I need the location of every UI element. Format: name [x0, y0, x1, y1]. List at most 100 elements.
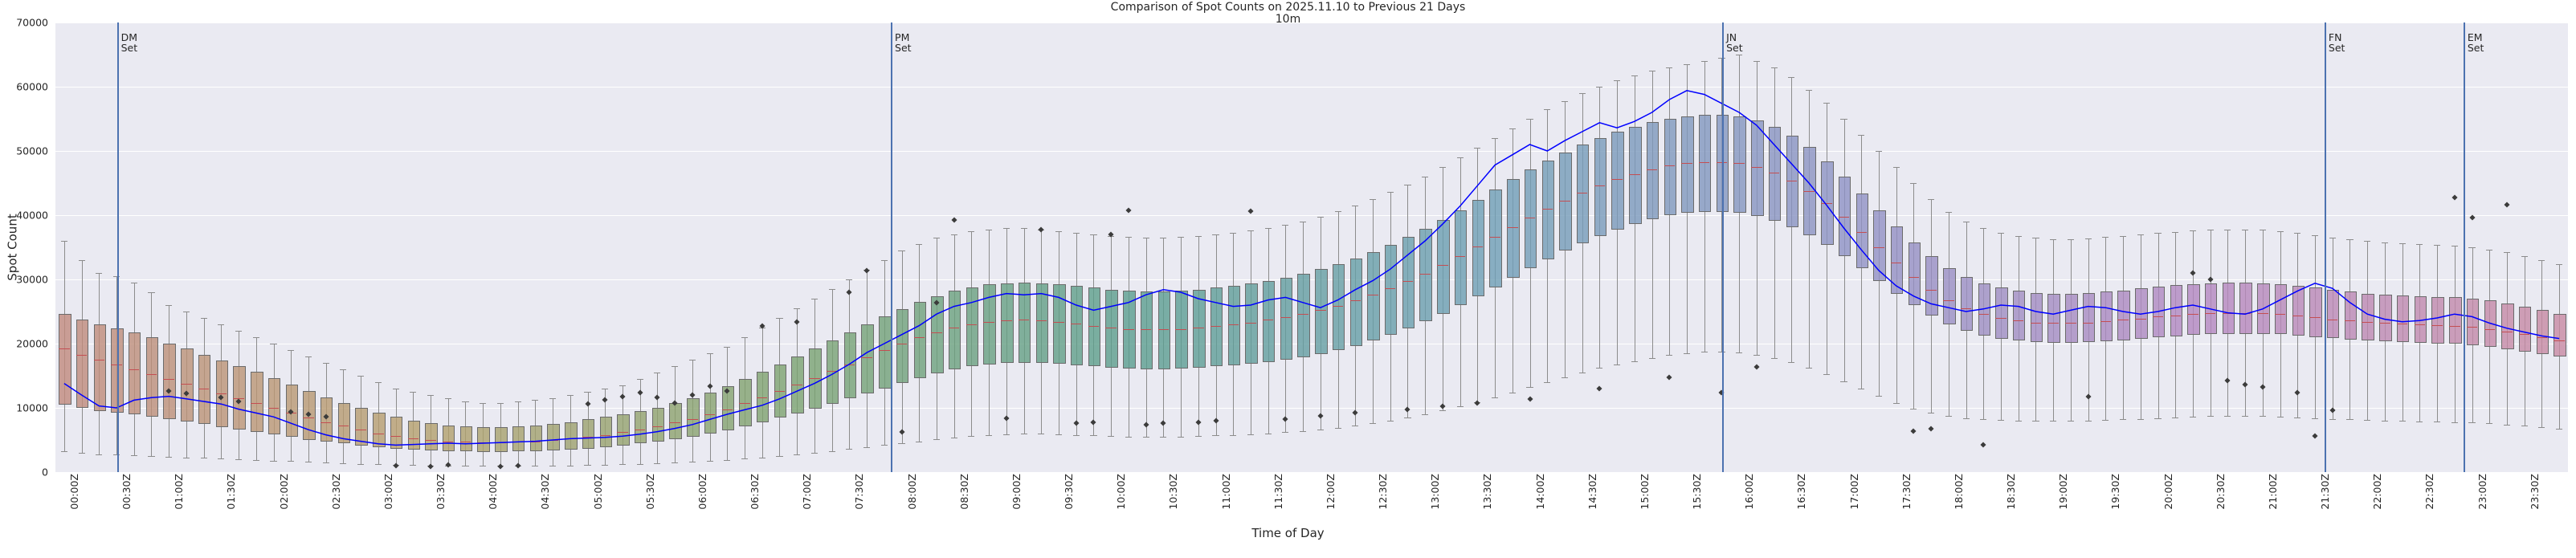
box: [2222, 283, 2235, 334]
whisker-cap: [2398, 243, 2406, 245]
median-line: [1315, 310, 1326, 312]
box: [512, 426, 525, 452]
whisker-cap: [2015, 235, 2022, 237]
median-line: [1227, 324, 1239, 325]
x-tick-label: 09:00Z: [1010, 474, 1023, 510]
whisker-cap: [2137, 234, 2144, 235]
x-tick-label: 18:30Z: [2005, 474, 2018, 510]
plot-area: DM Set PM Set JN Set FN Set EM Set: [55, 22, 2568, 472]
whisker-cap: [1666, 67, 1673, 68]
whisker-cap: [636, 463, 643, 465]
outlier-marker: [2085, 393, 2092, 400]
whisker-cap: [2381, 421, 2388, 422]
box: [495, 427, 508, 452]
median-line: [1297, 314, 1308, 316]
whisker-cap: [60, 241, 67, 242]
outlier-marker: [602, 397, 608, 403]
whisker-cap: [2050, 421, 2057, 422]
outlier-marker: [1073, 420, 1080, 426]
box: [687, 398, 700, 437]
median-line: [983, 321, 994, 323]
whisker-cap: [218, 324, 225, 325]
whisker-cap: [618, 385, 626, 386]
whisker-cap: [1072, 233, 1080, 234]
median-line: [1751, 167, 1762, 168]
event-label-line2: Set: [2467, 42, 2484, 54]
outlier-marker: [2329, 407, 2336, 413]
box: [861, 324, 874, 393]
median-line: [1838, 217, 1850, 218]
box: [2344, 291, 2358, 340]
median-line: [582, 437, 594, 438]
whisker-cap: [1700, 61, 1708, 62]
x-tick-label: 06:30Z: [749, 474, 761, 510]
outlier-marker: [1143, 422, 1149, 428]
box: [2327, 289, 2340, 339]
outlier-marker: [2242, 381, 2248, 388]
whisker-cap: [2102, 420, 2109, 422]
outlier-marker: [2312, 433, 2318, 439]
event-line-pm: [891, 22, 893, 472]
box: [2501, 303, 2514, 349]
x-tick-label: 12:30Z: [1377, 474, 1390, 510]
outlier-marker: [951, 217, 957, 223]
box: [1349, 258, 1363, 346]
event-label-line2: Set: [2328, 42, 2345, 54]
page-title: Comparison of Spot Counts on 2025.11.10 …: [1110, 1, 1466, 14]
whisker-cap: [1788, 362, 1795, 364]
outlier-marker: [1282, 416, 1288, 422]
median-line: [2047, 323, 2059, 324]
median-line: [1402, 281, 1414, 283]
whisker-cap: [2311, 234, 2319, 236]
median-line: [809, 378, 820, 380]
box: [1576, 145, 1590, 243]
median-line: [1088, 325, 1100, 327]
outlier-marker: [1195, 419, 1202, 426]
box: [1385, 244, 1398, 336]
whisker-cap: [741, 337, 749, 338]
whisker-cap: [636, 379, 643, 380]
whisker-cap: [1404, 417, 1411, 418]
box: [617, 414, 630, 446]
whisker-cap: [1125, 437, 1132, 438]
whisker-cap: [566, 395, 574, 396]
x-tick-label: 13:30Z: [1481, 474, 1494, 510]
box: [1751, 120, 1764, 217]
median-line: [1507, 227, 1518, 229]
box: [459, 426, 473, 452]
whisker-cap: [1561, 100, 1568, 102]
outlier-marker: [427, 463, 434, 470]
x-tick-label: 16:00Z: [1743, 474, 1756, 510]
x-tick-label: 01:00Z: [173, 474, 186, 510]
box: [407, 421, 421, 450]
median-line: [1210, 326, 1222, 328]
median-line: [2309, 317, 2321, 319]
median-line: [181, 383, 192, 385]
whisker-cap: [706, 353, 713, 354]
whisker-cap: [2015, 421, 2022, 422]
whisker-cap: [654, 462, 661, 464]
event-line-jn: [1722, 22, 1725, 472]
whisker-cap: [863, 446, 871, 448]
box: [1943, 267, 1956, 325]
median-line: [1175, 328, 1186, 330]
box: [373, 413, 386, 448]
box: [129, 332, 141, 415]
whisker-cap: [880, 260, 888, 261]
median-line: [2484, 328, 2495, 330]
whisker-cap: [2242, 416, 2249, 417]
whisker-cap: [235, 331, 243, 332]
outlier-marker: [393, 462, 399, 469]
median-line: [2536, 337, 2548, 338]
median-line: [704, 414, 716, 415]
outlier-marker: [1596, 385, 1602, 392]
outlier-marker: [1125, 207, 1132, 214]
x-tick-label: 03:30Z: [435, 474, 447, 510]
median-line: [1594, 185, 1606, 187]
x-tick-label: 23:00Z: [2476, 474, 2488, 510]
whisker-cap: [235, 459, 243, 460]
whisker-cap: [1422, 414, 1429, 415]
box: [76, 319, 89, 409]
whisker-cap: [2556, 428, 2563, 430]
x-tick-label: 19:00Z: [2057, 474, 2070, 510]
